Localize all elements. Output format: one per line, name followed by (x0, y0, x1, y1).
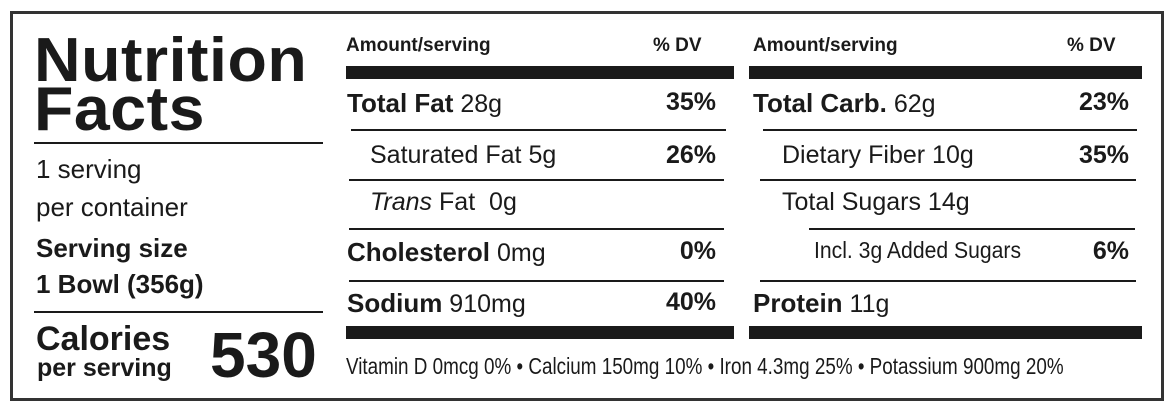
row-saturated-fat: Saturated Fat 5g (370, 141, 557, 169)
divider (349, 179, 724, 181)
divider (34, 311, 323, 313)
servings-per-container-2: per container (36, 192, 188, 222)
dv-saturated-fat: 26% (665, 141, 716, 169)
dv-sodium: 40% (665, 288, 716, 316)
dv-total-fat: 35% (665, 88, 716, 116)
servings-per-container: 1 serving (36, 154, 142, 184)
row-dietary-fiber: Dietary Fiber 10g (782, 141, 974, 169)
thick-bar (346, 66, 734, 79)
calories-label: Calories (36, 320, 171, 358)
title-line2: Facts (34, 75, 206, 144)
thick-bar (749, 66, 1142, 79)
amount-header-right: Amount/serving (753, 35, 898, 56)
dv-cholesterol: 0% (679, 237, 716, 265)
row-trans-fat: Trans Fat 0g (370, 188, 517, 216)
divider (760, 179, 1136, 181)
divider (351, 129, 726, 131)
dv-added-sugars: 6% (1092, 237, 1129, 265)
micronutrients-footer: Vitamin D 0mcg 0% • Calcium 150mg 10% • … (346, 353, 1064, 379)
divider (349, 228, 724, 230)
row-added-sugars: Incl. 3g Added Sugars (814, 237, 1022, 263)
calories-value: 530 (210, 319, 317, 391)
row-total-carb: Total Carb. 62g (753, 88, 936, 118)
row-sodium: Sodium 910mg (347, 288, 526, 318)
dv-header: % DV (653, 35, 702, 56)
calories-sub: per serving (37, 354, 172, 382)
label-frame (10, 11, 1164, 401)
divider (763, 129, 1137, 131)
divider (34, 142, 323, 144)
title-line1: Nutrition (34, 26, 308, 95)
divider (760, 280, 1136, 282)
row-total-fat: Total Fat 28g (347, 88, 503, 118)
row-protein: Protein 11g (753, 288, 890, 318)
row-cholesterol: Cholesterol 0mg (347, 237, 546, 267)
serving-size-label: Serving size (36, 233, 188, 263)
dv-header-right: % DV (1067, 35, 1116, 56)
amount-header: Amount/serving (346, 35, 491, 56)
dv-total-carb: 23% (1078, 88, 1129, 116)
thick-bar (346, 326, 734, 339)
thick-bar (749, 326, 1142, 339)
divider (809, 228, 1135, 230)
divider (349, 280, 724, 282)
row-total-sugars: Total Sugars 14g (782, 188, 970, 216)
dv-dietary-fiber: 35% (1078, 141, 1129, 169)
serving-size-value: 1 Bowl (356g) (36, 269, 204, 299)
